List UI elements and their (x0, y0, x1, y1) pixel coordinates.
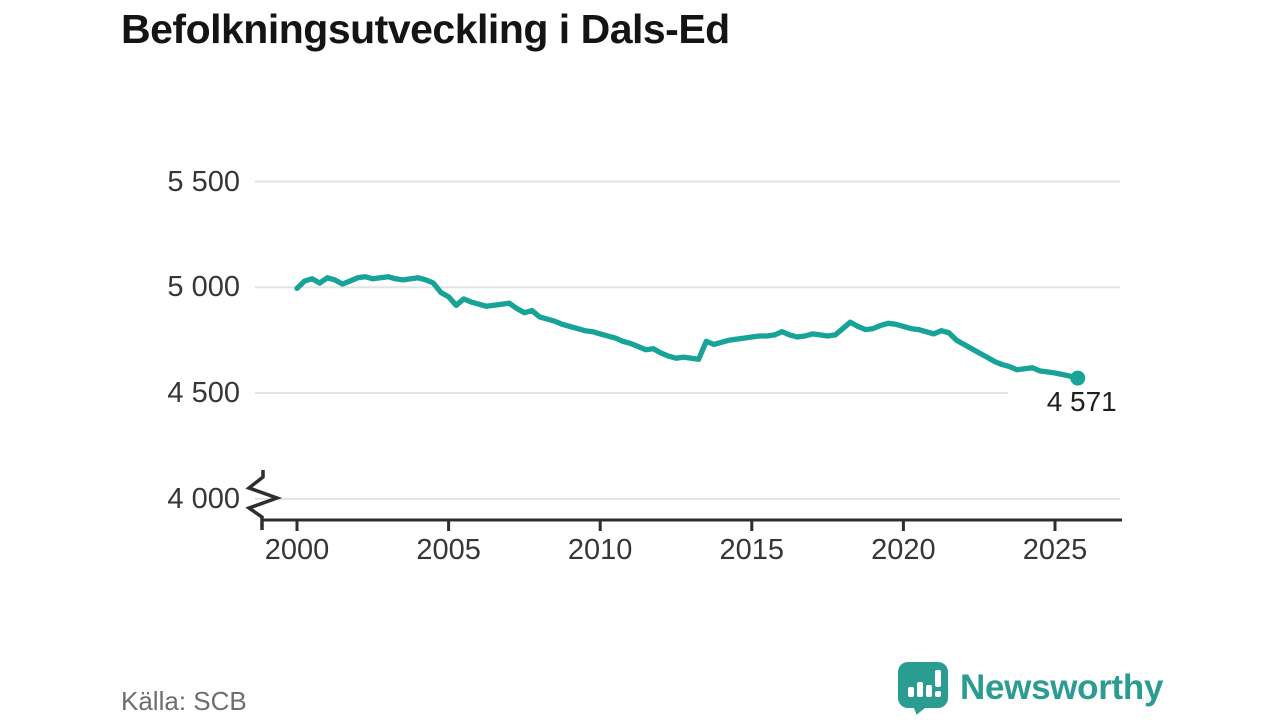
y-tick-label: 5 000 (167, 271, 240, 304)
x-tick-label: 2015 (719, 534, 785, 566)
y-tick-label: 4 000 (167, 482, 240, 515)
source-note: Källa: SCB (121, 686, 247, 716)
axis-break-icon (245, 470, 283, 530)
population-line (294, 274, 1081, 381)
y-tick-label: 4 500 (167, 377, 240, 410)
newsworthy-logo: Newsworthy (897, 661, 1163, 715)
y-tick-label: 5 500 (167, 165, 240, 198)
x-tick-label: 2005 (416, 534, 481, 566)
last-value-label: 4 571 (1007, 387, 1156, 418)
x-tick-label: 2020 (871, 534, 936, 566)
newsworthy-logo-icon (898, 662, 948, 715)
chart-title: Befolkningsutveckling i Dals-Ed (121, 6, 730, 52)
x-tick-label: 2000 (264, 534, 330, 566)
x-tick-label: 2010 (567, 534, 633, 566)
newsworthy-logo-text: Newsworthy (960, 668, 1164, 707)
x-tick-label: 2025 (1022, 534, 1088, 566)
end-point-dot (1070, 370, 1086, 386)
